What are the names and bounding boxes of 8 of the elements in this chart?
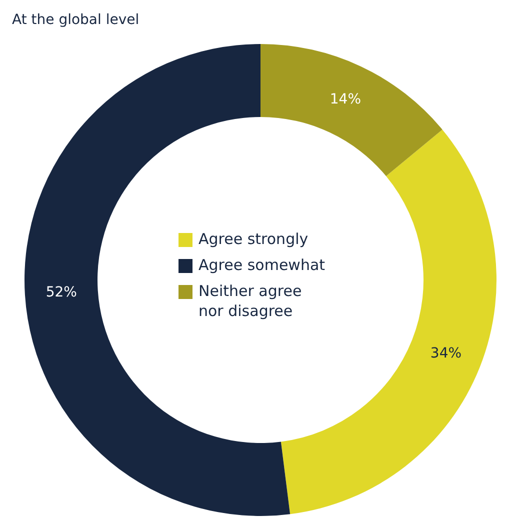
legend-label: Agree strongly [198,230,308,248]
legend-label: Agree somewhat [198,256,326,274]
legend-label: Neither agree nor disagree [198,282,302,320]
data-label: 52% [46,284,77,300]
data-label: 34% [430,345,462,362]
donut-slice [260,44,442,176]
chart-title: At the global level [12,12,140,28]
data-label: 14% [330,91,362,108]
